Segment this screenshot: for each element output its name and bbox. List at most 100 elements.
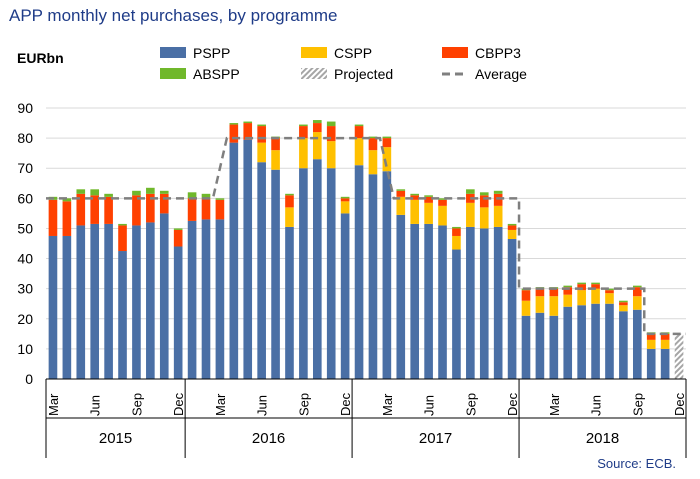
bar-pspp-2016-04 <box>229 142 239 379</box>
bar-abspp-2017-06 <box>424 195 433 197</box>
bar-abspp-2015-07 <box>104 193 113 197</box>
bar-pspp-2017-10 <box>479 228 489 379</box>
legend-label-projected: Projected <box>334 66 393 82</box>
x-month-label: Sep <box>129 393 144 416</box>
x-month-label: Sep <box>463 393 478 416</box>
bar-abspp-2015-06 <box>90 189 100 196</box>
bar-abspp-2018-06 <box>591 282 600 285</box>
bar-cspp-2018-10 <box>646 339 656 349</box>
bar-abspp-2016-10 <box>312 120 322 124</box>
bar-cbpp3-2017-04 <box>396 190 406 197</box>
bar-cbpp3-2018-02 <box>535 288 545 297</box>
bar-pspp-2015-11 <box>159 213 169 379</box>
y-tick-label: 50 <box>17 220 33 236</box>
legend-label-cbpp3: CBPP3 <box>475 45 521 61</box>
bar-cspp-2018-04 <box>563 294 573 307</box>
bar-pspp-2018-10 <box>646 348 656 379</box>
bar-cbpp3-2015-09 <box>132 195 141 226</box>
bar-cspp-2016-09 <box>299 138 308 169</box>
bar-pspp-2016-08 <box>285 226 294 379</box>
bar-pspp-2016-02 <box>201 219 211 379</box>
bar-abspp-2017-08 <box>452 226 461 229</box>
bar-pspp-2017-03 <box>382 171 392 379</box>
legend-item-pspp: PSPP <box>160 45 230 61</box>
bar-cspp-2017-11 <box>493 205 503 227</box>
bar-cspp-2017-06 <box>424 202 433 224</box>
bar-pspp-2016-12 <box>340 213 350 379</box>
bar-cbpp3-2017-12 <box>507 225 517 230</box>
chart-title: APP monthly net purchases, by programme <box>9 6 338 25</box>
bar-pspp-2015-06 <box>90 223 100 379</box>
bar-cbpp3-2016-03 <box>215 199 225 220</box>
bar-pspp-2015-08 <box>118 251 127 379</box>
bar-cspp-2016-08 <box>285 207 294 227</box>
legend-swatch-abspp <box>160 68 186 79</box>
legend-label-cspp: CSPP <box>334 45 372 61</box>
bar-cbpp3-2015-08 <box>118 225 127 252</box>
bar-cspp-2017-03 <box>382 147 392 172</box>
bar-cspp-2018-07 <box>605 293 614 304</box>
source-note: Source: ECB. <box>597 456 676 471</box>
bar-pspp-2018-11 <box>660 348 670 379</box>
x-year-label: 2015 <box>99 430 132 447</box>
bar-cspp-2017-04 <box>396 196 406 215</box>
bar-cbpp3-2016-09 <box>299 126 308 139</box>
unit-label: EURbn <box>17 50 64 66</box>
y-tick-label: 70 <box>17 160 33 176</box>
bar-cspp-2016-11 <box>326 141 336 169</box>
gridlines <box>46 107 686 350</box>
bar-pspp-2017-05 <box>410 223 420 379</box>
bar-cbpp3-2016-01 <box>187 198 197 221</box>
x-month-label: Dec <box>338 392 353 416</box>
bar-pspp-2016-05 <box>243 139 253 379</box>
bar-pspp-2015-03 <box>48 235 58 379</box>
x-month-label: Dec <box>505 392 520 416</box>
bar-cbpp3-2017-08 <box>452 228 461 236</box>
bar-abspp-2017-05 <box>410 193 420 196</box>
bar-abspp-2018-09 <box>632 285 642 288</box>
bar-cspp-2017-12 <box>507 229 517 239</box>
bar-cspp-2017-08 <box>452 235 461 250</box>
bar-cbpp3-2017-02 <box>368 138 378 151</box>
bar-abspp-2016-12 <box>340 196 350 199</box>
bar-cspp-2018-08 <box>619 305 628 312</box>
bar-cbpp3-2017-03 <box>382 138 392 148</box>
bar-pspp-2015-04 <box>62 235 72 379</box>
bar-pspp-2017-07 <box>438 225 447 379</box>
bar-abspp-2016-01 <box>187 192 197 199</box>
legend-item-average: Average <box>442 66 527 82</box>
bar-pspp-2018-04 <box>563 306 573 379</box>
bar-abspp-2015-09 <box>132 190 141 196</box>
bar-cspp-2018-05 <box>577 290 586 306</box>
bar-cspp-2018-09 <box>632 296 642 310</box>
bar-abspp-2015-08 <box>118 223 127 226</box>
bar-pspp-2016-03 <box>215 219 225 379</box>
bar-abspp-2015-05 <box>76 189 86 194</box>
bar-cbpp3-2016-04 <box>229 124 239 143</box>
x-month-label: Sep <box>296 393 311 416</box>
x-month-label: Jun <box>255 395 270 416</box>
x-month-label: Mar <box>547 393 562 416</box>
x-month-label: Jun <box>589 395 604 416</box>
bar-abspp-2016-02 <box>201 193 211 199</box>
bar-abspp-2017-01 <box>354 124 364 127</box>
bar-cbpp3-2018-09 <box>632 287 642 297</box>
bar-cbpp3-2018-08 <box>619 302 628 306</box>
legend-swatch-pspp <box>160 47 186 58</box>
bar-pspp-2017-06 <box>424 223 433 379</box>
bar-cbpp3-2016-10 <box>312 123 322 133</box>
legend-label-abspp: ABSPP <box>193 66 240 82</box>
bar-abspp-2017-11 <box>493 190 503 194</box>
bar-cbpp3-2015-05 <box>76 193 86 226</box>
bars <box>48 120 684 379</box>
bar-pspp-2015-07 <box>104 223 113 379</box>
x-month-label: Mar <box>46 393 61 416</box>
bar-pspp-2017-08 <box>452 249 461 379</box>
x-year-label: 2017 <box>419 430 452 447</box>
bar-abspp-2016-11 <box>326 121 336 127</box>
bar-pspp-2016-01 <box>187 220 197 379</box>
y-tick-label: 20 <box>17 311 33 327</box>
bar-abspp-2017-07 <box>438 198 447 200</box>
bar-cbpp3-2018-06 <box>591 284 600 289</box>
x-month-label: Sep <box>630 393 645 416</box>
